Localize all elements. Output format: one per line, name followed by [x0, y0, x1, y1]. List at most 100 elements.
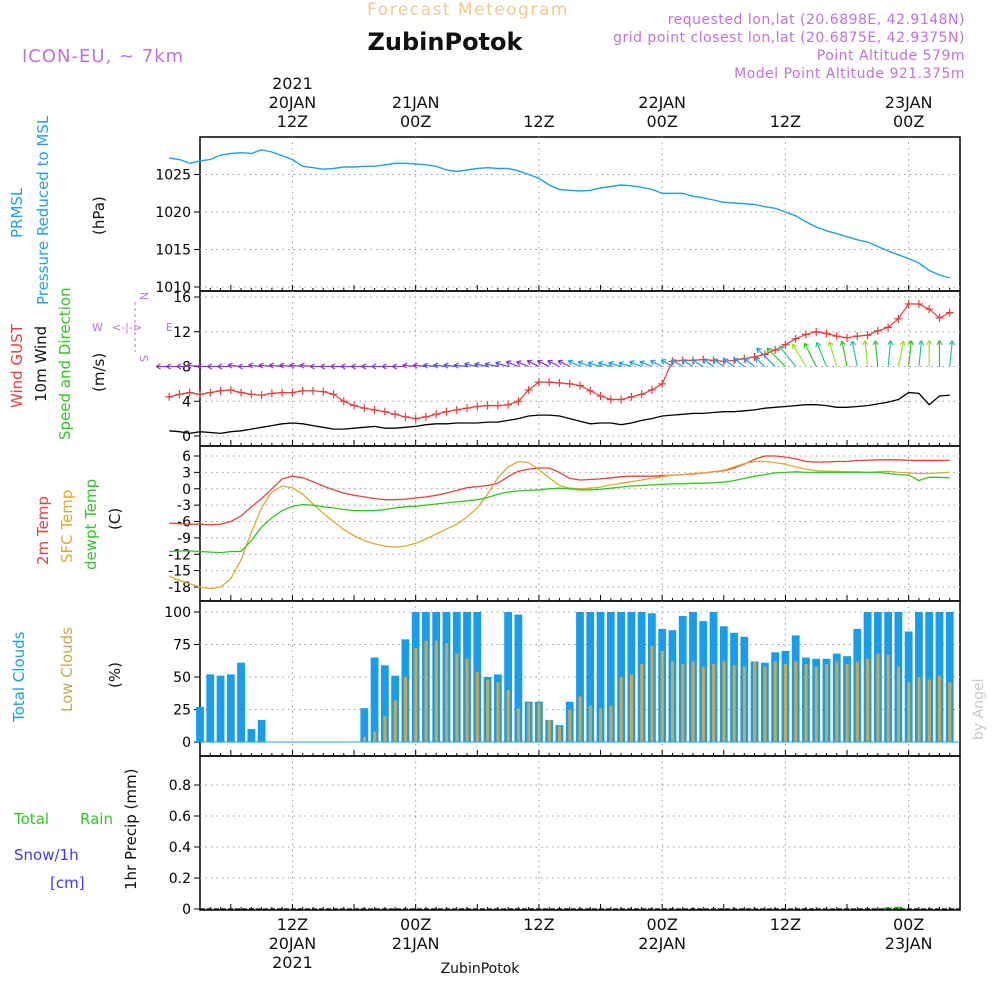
wind-arrow-head [484, 361, 490, 368]
top-axis-label: 20JAN [269, 93, 317, 112]
low-cloud-bar [383, 716, 387, 742]
low-cloud-bar [486, 679, 490, 742]
low-cloud-bar [373, 731, 377, 742]
wind-arrow [527, 360, 540, 368]
low-cloud-bar [804, 664, 808, 742]
closest-coords: grid point closest lon,lat (20.6875E, 42… [613, 30, 965, 46]
wind-arrow-head [186, 362, 192, 369]
wind-arrow [495, 362, 509, 368]
wind-arrow-head [433, 362, 439, 369]
gust-marker [421, 412, 430, 421]
total-cloud-bar [586, 612, 595, 742]
low-cloud-bar [424, 640, 428, 742]
bottom-axis-label: 00Z [400, 915, 431, 934]
footer-station: ZubinPotok [441, 961, 521, 977]
wind-arrow-head [639, 360, 645, 367]
low-cloud-bar [876, 653, 880, 742]
low-cloud-bar [362, 736, 366, 742]
gust-marker [226, 385, 235, 394]
bottom-axis-label: 12Z [277, 915, 308, 934]
gust-marker [298, 386, 307, 395]
gust-marker [606, 395, 615, 404]
temp-y-tick-label: 0 [182, 482, 191, 498]
low-cloud-bar [794, 661, 798, 742]
t2m-line [169, 455, 950, 526]
gust-marker [165, 392, 174, 401]
gust-marker [945, 308, 954, 317]
low-cloud-bar [732, 665, 736, 742]
wind-arrow [702, 358, 714, 367]
wind-arrow [723, 358, 735, 367]
wind-arrow-head [839, 340, 846, 346]
low-cloud-bar [599, 708, 603, 742]
wind-arrow-head [227, 362, 233, 369]
clouds-y-tick-label: 50 [173, 670, 191, 686]
gust-marker [216, 386, 225, 395]
wind-arrow [828, 341, 838, 367]
gust-marker [576, 381, 584, 390]
wind-arrow [537, 360, 550, 368]
rain-bar [884, 907, 893, 909]
wind-arrow [454, 364, 468, 368]
wind-arrow-head [258, 362, 264, 369]
top-axis-label: 12Z [770, 112, 801, 131]
snow-unit-label: [cm] [50, 874, 85, 892]
wind-arrow-head [815, 341, 822, 348]
gust-marker [914, 299, 923, 308]
total-cloud-bar [247, 729, 256, 742]
wind-arrow [568, 360, 581, 368]
wind-arrow-head [618, 360, 624, 367]
gust-marker [524, 385, 533, 394]
precip-unit: 1hr Precip (mm) [122, 769, 140, 890]
low-cloud-bar [763, 666, 767, 742]
gust-marker [473, 402, 482, 411]
wind-arrow-head [597, 360, 604, 367]
gust-marker [247, 390, 256, 399]
wind-arrow-head [176, 363, 182, 370]
wind-arrow-head [474, 361, 480, 368]
top-title: Forecast Meteogram [367, 0, 569, 20]
gust-marker [843, 333, 852, 342]
wind-speed-dir-label: Speed and Direction [56, 287, 74, 440]
low-cloud-bar [568, 709, 572, 742]
gust-marker [339, 397, 348, 406]
wind-arrow-head [712, 358, 719, 364]
wind-arrow-head [671, 359, 677, 365]
low-cloud-bar [506, 690, 510, 742]
wind-arrow-head [196, 363, 202, 370]
temp-y-tick-label: 6 [182, 449, 191, 465]
low-clouds-label: Low Clouds [58, 627, 76, 712]
bottom-axis-label: 00Z [893, 915, 924, 934]
compass-e: E [166, 321, 173, 334]
low-cloud-bar [445, 643, 449, 742]
total-cloud-bar [596, 612, 605, 742]
low-cloud-bar [640, 664, 644, 742]
wind-arrow-head [505, 360, 512, 367]
wind-arrow-head [608, 360, 614, 367]
requested-coords: requested lon,lat (20.6898E, 42.9148N) [668, 12, 965, 28]
wind-arrow [887, 340, 892, 367]
wind-arrow-head [299, 362, 305, 369]
gust-marker [350, 401, 359, 410]
station-title: ZubinPotok [368, 28, 524, 56]
wind-arrow-head [557, 359, 564, 366]
total-cloud-bar [206, 674, 215, 742]
total-clouds-label: Total Clouds [10, 631, 28, 723]
low-cloud-bar [753, 661, 757, 742]
low-cloud-bar [650, 645, 654, 742]
wind-arrow [756, 347, 776, 367]
point-altitude: Point Altitude 579m [817, 48, 965, 64]
wind-arrow-head [862, 340, 869, 346]
compass-w: W [92, 321, 103, 334]
wind-arrow-head [516, 360, 522, 367]
gust-marker [812, 327, 821, 336]
gust-marker [781, 340, 790, 349]
gust-marker [791, 334, 800, 343]
wind-arrow [864, 340, 869, 367]
rain-bar [894, 906, 903, 909]
total-cloud-bar [360, 708, 369, 742]
total-cloud-bar [370, 657, 379, 742]
gust-marker [658, 379, 667, 388]
low-cloud-bar [886, 654, 890, 742]
